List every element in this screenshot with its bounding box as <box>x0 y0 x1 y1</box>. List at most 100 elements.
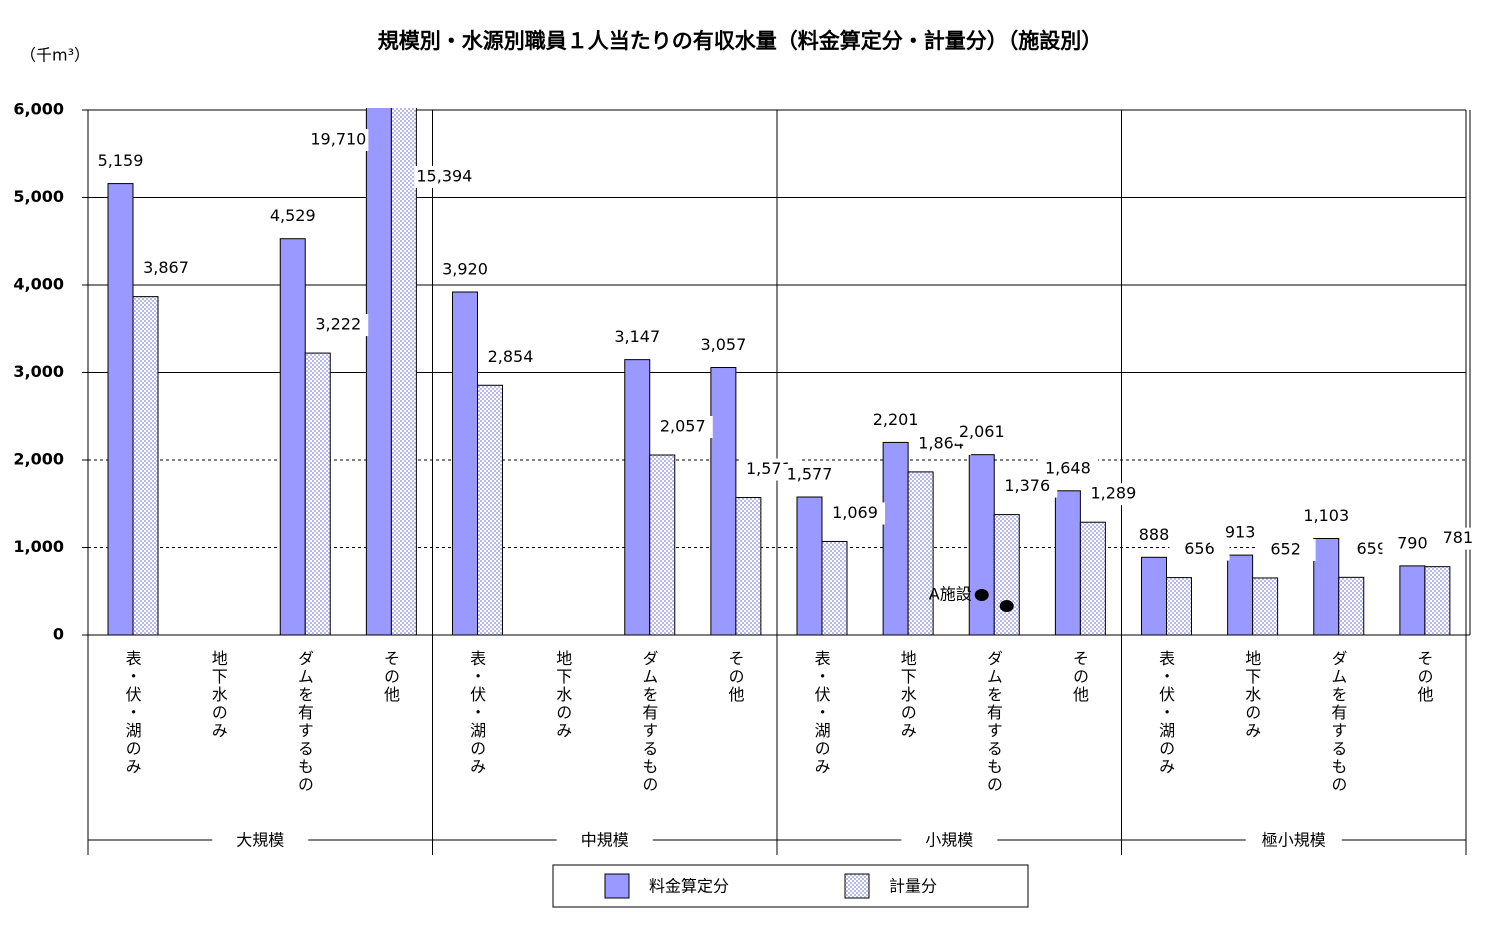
x-tick-label: 表・伏・湖のみ <box>123 650 142 776</box>
value-label-bg <box>825 502 885 525</box>
value-label-bg <box>1210 522 1271 545</box>
value-label-bg <box>308 129 369 151</box>
bar <box>1227 554 1254 636</box>
value-label: 1,648 <box>1045 458 1091 477</box>
bar <box>882 441 909 636</box>
x-tick-label: その他 <box>1070 650 1089 704</box>
value-label-bg <box>1037 457 1098 480</box>
x-tick-label: その他 <box>381 650 400 704</box>
value-label-bg <box>1255 538 1316 561</box>
value-label-bg <box>607 326 668 349</box>
value-label: 2,057 <box>660 417 706 436</box>
x-tick-label: ダムを有するもの <box>295 650 314 794</box>
bar <box>365 108 392 636</box>
x-tick-label: 表・伏・湖のみ <box>812 650 831 776</box>
group-label-bg <box>901 830 998 850</box>
y-tick-label: 2,000 <box>13 450 64 469</box>
y-tick-label: 3,000 <box>13 362 64 381</box>
y-tick-label: 0 <box>53 625 64 644</box>
x-tick-label: その他 <box>725 650 744 704</box>
x-tick-label: 地下水のみ <box>898 650 917 740</box>
value-label-bg <box>136 257 196 280</box>
value-label: 1,577 <box>787 465 833 484</box>
bar <box>1313 537 1340 636</box>
group-label: 中規模 <box>581 831 629 850</box>
bar <box>1166 577 1192 636</box>
value-label-bg <box>262 205 323 228</box>
value-label: 1,069 <box>832 503 878 522</box>
value-label-bg <box>480 346 541 369</box>
group-label: 極小規模 <box>1262 831 1326 850</box>
annotation-point <box>999 600 1014 613</box>
value-label-bg <box>1083 483 1144 506</box>
x-tick-label: ダムを有するもの <box>984 650 1003 794</box>
value-label-bg <box>865 409 926 432</box>
x-tick-label: 地下水のみ <box>553 650 572 740</box>
value-label: 2,201 <box>873 410 919 429</box>
legend-label: 料金算定分 <box>649 877 729 896</box>
value-label: 1,289 <box>1090 484 1136 503</box>
group-label-bg <box>212 830 309 850</box>
value-label-bg <box>1382 532 1443 555</box>
value-label: 3,222 <box>315 315 361 334</box>
value-label-bg <box>414 166 475 188</box>
legend-swatch <box>844 873 870 899</box>
value-label-bg <box>1296 505 1357 528</box>
group-label-bg <box>556 830 653 850</box>
group-label-bg <box>1245 830 1342 850</box>
value-label: 3,057 <box>700 335 746 354</box>
bar <box>477 384 503 636</box>
x-tick-label: ダムを有するもの <box>639 650 658 794</box>
bar <box>1338 576 1365 636</box>
value-label: 3,920 <box>442 260 488 279</box>
value-label-bg <box>652 416 713 439</box>
x-tick-label: ダムを有するもの <box>1328 650 1347 794</box>
value-label: 913 <box>1225 523 1256 542</box>
legend-swatch <box>604 873 630 899</box>
value-label-bg <box>693 334 754 357</box>
bar <box>279 238 306 636</box>
value-label-bg <box>951 421 1012 444</box>
value-label: 888 <box>1139 525 1170 544</box>
bar <box>1141 556 1167 636</box>
bar <box>1252 577 1279 636</box>
value-label: 656 <box>1184 539 1215 558</box>
bar <box>649 454 676 636</box>
value-label-bg <box>1427 527 1488 550</box>
y-tick-label: 4,000 <box>13 275 64 294</box>
value-label: 3,867 <box>143 258 189 277</box>
bar <box>1399 565 1426 636</box>
bar <box>821 540 848 636</box>
value-label-bg <box>1124 524 1184 547</box>
bar <box>735 497 762 636</box>
annotation-label: A施設 <box>929 585 972 604</box>
value-label: 3,147 <box>614 327 660 346</box>
x-tick-label: 表・伏・湖のみ <box>467 650 486 776</box>
x-tick-label: 表・伏・湖のみ <box>1156 650 1175 776</box>
value-label-bg <box>779 464 840 487</box>
bar <box>452 291 478 636</box>
bar <box>1424 566 1451 636</box>
value-label: 2,854 <box>488 347 534 366</box>
legend-label: 計量分 <box>889 877 937 896</box>
bar <box>1054 490 1081 636</box>
value-label: 790 <box>1397 533 1428 552</box>
value-label: 781 <box>1443 528 1474 547</box>
bar <box>1079 521 1106 636</box>
annotation-point <box>974 589 989 602</box>
group-label: 大規模 <box>236 831 284 850</box>
y-tick-label: 1,000 <box>13 537 64 556</box>
value-label: 15,394 <box>416 167 472 186</box>
bar <box>107 183 134 636</box>
value-label-bg <box>308 314 369 337</box>
chart-title: 規模別・水源別職員１人当たりの有収水量（料金算定分・計量分）（施設別） <box>378 29 1103 53</box>
bar <box>624 359 651 636</box>
bar <box>993 514 1020 636</box>
value-label: 2,061 <box>959 422 1005 441</box>
value-label: 5,159 <box>98 151 144 170</box>
value-label: 652 <box>1270 539 1301 558</box>
x-tick-label: その他 <box>1414 650 1433 704</box>
bar <box>796 496 823 636</box>
y-unit: （千m³） <box>20 46 90 65</box>
